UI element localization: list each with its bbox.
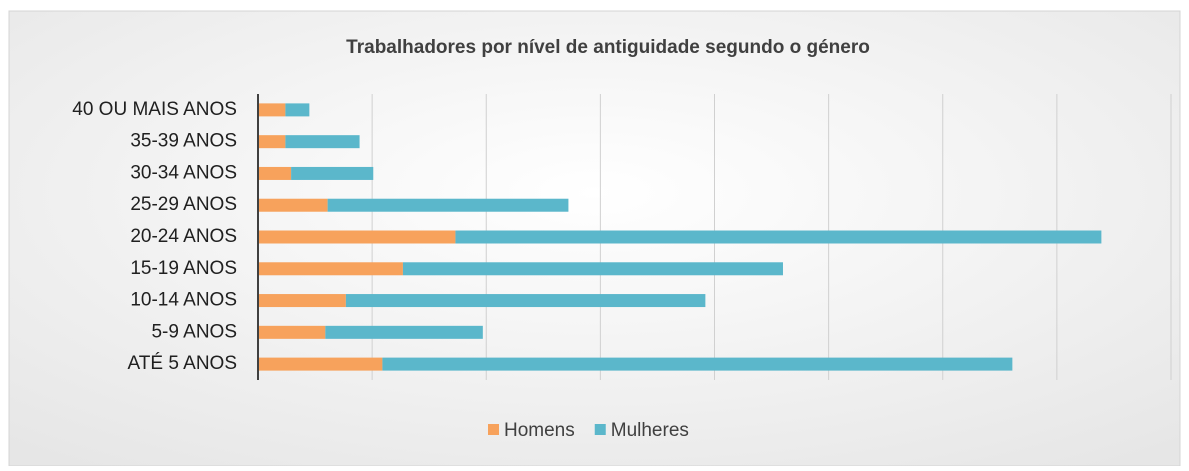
bar: [325, 325, 483, 339]
legend-swatch: [594, 424, 606, 435]
y-tick-label: 10-14 ANOS: [130, 290, 237, 311]
bar: [258, 135, 286, 149]
bar: [258, 103, 286, 117]
y-tick-label: 40 OU MAIS ANOS: [72, 99, 237, 120]
bar: [258, 357, 383, 371]
bar: [327, 198, 569, 212]
bar: [258, 230, 456, 244]
bar: [285, 103, 310, 117]
legend-label: Mulheres: [611, 420, 689, 441]
bar: [382, 357, 1013, 371]
y-tick-label: 35-39 ANOS: [130, 131, 237, 152]
bar: [258, 166, 292, 180]
bar: [258, 198, 328, 212]
y-tick-label: 15-19 ANOS: [130, 258, 237, 279]
y-tick-label: ATÉ 5 ANOS: [128, 353, 237, 374]
bar: [402, 262, 783, 276]
bar: [258, 262, 403, 276]
y-tick-label: 20-24 ANOS: [130, 226, 237, 247]
bar: [345, 294, 706, 308]
y-tick-label: 5-9 ANOS: [151, 321, 237, 342]
bar: [455, 230, 1102, 244]
bar: [285, 135, 360, 149]
y-tick-label: 30-34 ANOS: [130, 162, 237, 183]
chart-title: Trabalhadores por nível de antiguidade s…: [346, 37, 870, 58]
legend-swatch: [488, 424, 499, 435]
bar: [258, 325, 326, 339]
y-tick-label: 25-29 ANOS: [130, 194, 237, 215]
legend-label: Homens: [504, 420, 575, 441]
bar: [258, 294, 346, 308]
bar: [291, 166, 374, 180]
